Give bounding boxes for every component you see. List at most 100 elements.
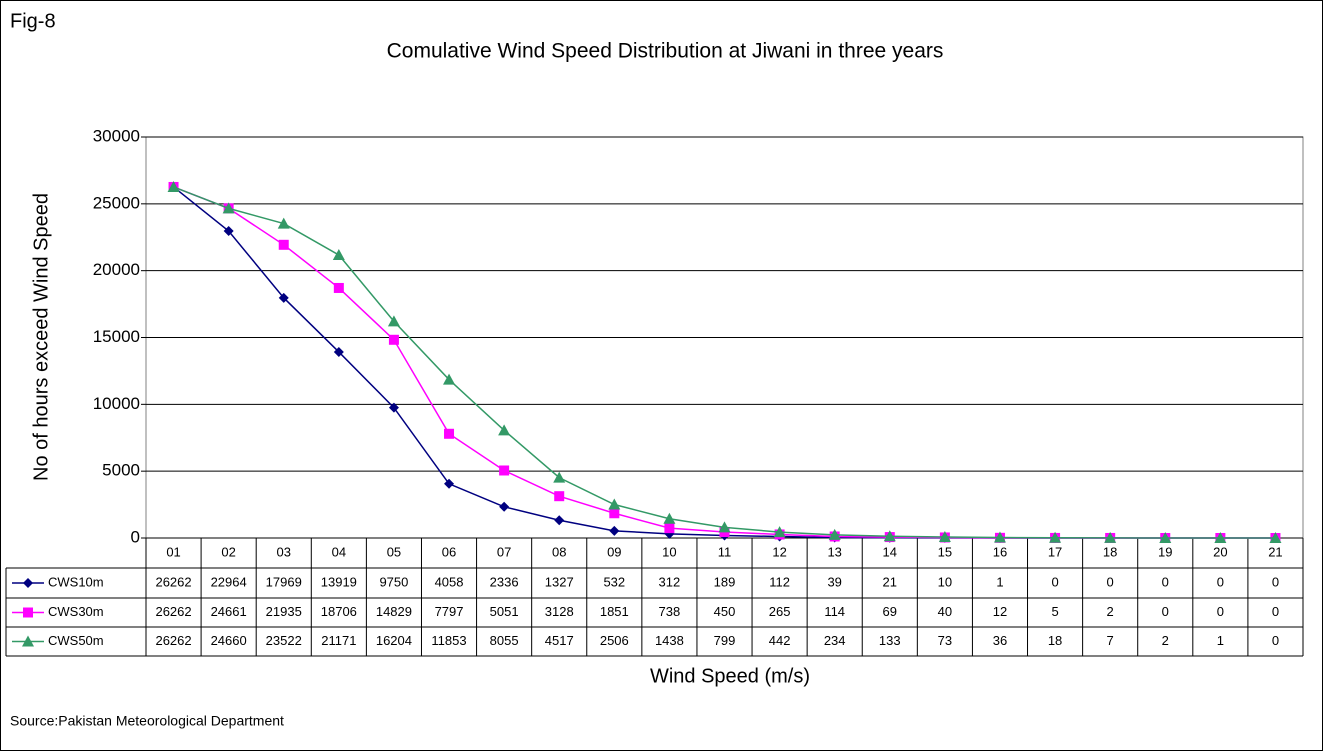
table-cell: 2 <box>1162 633 1169 648</box>
table-cell: 24661 <box>211 604 247 619</box>
table-cell: 14829 <box>376 604 412 619</box>
x-tick-label: 11 <box>718 544 732 559</box>
x-tick-label: 12 <box>772 544 786 559</box>
table-cell: 0 <box>1217 604 1224 619</box>
marker <box>388 402 399 413</box>
marker <box>388 334 399 345</box>
legend-label: CWS30m <box>48 604 104 619</box>
table-cell: 133 <box>879 633 901 648</box>
table-cell: 2506 <box>600 633 629 648</box>
x-tick-label: 17 <box>1048 544 1062 559</box>
marker <box>993 531 1006 543</box>
marker <box>608 498 621 510</box>
x-tick-label: 07 <box>497 544 511 559</box>
table-cell: 4058 <box>435 574 464 589</box>
table-cell: 312 <box>659 574 681 589</box>
x-tick-label: 10 <box>662 544 676 559</box>
table-cell: 4517 <box>545 633 574 648</box>
table-cell: 114 <box>824 604 845 619</box>
table-cell: 39 <box>827 574 841 589</box>
marker <box>718 521 731 533</box>
marker <box>938 531 951 543</box>
table-cell: 36 <box>993 633 1007 648</box>
table-cell: 112 <box>769 574 790 589</box>
table-cell: 3128 <box>545 604 574 619</box>
table-cell: 0 <box>1162 604 1169 619</box>
table-cell: 5051 <box>490 604 519 619</box>
table-cell: 2336 <box>490 574 519 589</box>
table-cell: 1851 <box>600 604 629 619</box>
marker <box>554 515 565 526</box>
table-cell: 17969 <box>266 574 302 589</box>
table-cell: 73 <box>938 633 952 648</box>
marker <box>332 249 345 261</box>
table-cell: 12 <box>993 604 1007 619</box>
y-tick-label: 0 <box>131 527 140 546</box>
marker <box>828 528 841 540</box>
table-cell: 10 <box>938 574 952 589</box>
marker <box>444 428 455 439</box>
table-cell: 0 <box>1272 604 1279 619</box>
y-tick-label: 25000 <box>93 193 140 212</box>
table-cell: 26262 <box>155 633 191 648</box>
table-cell: 265 <box>769 604 791 619</box>
table-cell: 234 <box>824 633 846 648</box>
y-tick-label: 10000 <box>93 394 140 413</box>
table-cell: 0 <box>1272 633 1279 648</box>
table-cell: 18 <box>1048 633 1062 648</box>
y-tick-label: 30000 <box>93 126 140 145</box>
table-cell: 1 <box>996 574 1003 589</box>
marker <box>22 635 34 647</box>
table-cell: 9750 <box>379 574 408 589</box>
table-cell: 21171 <box>321 633 356 648</box>
marker <box>499 465 510 476</box>
y-axis-title: No of hours exceed Wind Speed <box>30 193 52 481</box>
legend-label: CWS10m <box>48 574 104 589</box>
table-cell: 0 <box>1217 574 1224 589</box>
x-tick-label: 18 <box>1103 544 1117 559</box>
marker <box>443 373 456 385</box>
x-tick-label: 16 <box>993 544 1007 559</box>
table-cell: 13919 <box>321 574 357 589</box>
table-cell: 738 <box>659 604 681 619</box>
marker <box>609 508 620 519</box>
table-cell: 2 <box>1107 604 1114 619</box>
y-tick-label: 15000 <box>93 327 140 346</box>
table-cell: 0 <box>1272 574 1279 589</box>
table-cell: 0 <box>1107 574 1114 589</box>
table-cell: 450 <box>714 604 736 619</box>
x-tick-label: 01 <box>166 544 180 559</box>
x-tick-label: 21 <box>1268 544 1282 559</box>
x-tick-label: 19 <box>1158 544 1172 559</box>
marker <box>499 501 510 512</box>
marker <box>553 471 566 483</box>
marker <box>278 239 289 250</box>
marker <box>444 478 455 489</box>
marker <box>1214 531 1227 543</box>
marker <box>333 282 344 293</box>
marker <box>498 424 511 436</box>
x-tick-label: 03 <box>277 544 291 559</box>
table-cell: 1 <box>1217 633 1224 648</box>
table-cell: 16204 <box>376 633 412 648</box>
table-cell: 21935 <box>266 604 302 619</box>
source-note: Source:Pakistan Meteorological Departmen… <box>10 713 284 729</box>
x-axis-title: Wind Speed (m/s) <box>650 665 810 687</box>
marker <box>1104 531 1117 543</box>
x-tick-label: 04 <box>332 544 346 559</box>
figure-label: Fig-8 <box>10 10 56 32</box>
y-tick-label: 20000 <box>93 260 140 279</box>
marker <box>223 226 234 237</box>
marker <box>222 202 235 214</box>
table-cell: 18706 <box>321 604 357 619</box>
marker <box>663 512 676 524</box>
table-cell: 1438 <box>655 633 684 648</box>
table-cell: 442 <box>769 633 791 648</box>
table-cell: 22964 <box>211 574 247 589</box>
chart-title: Comulative Wind Speed Distribution at Ji… <box>387 40 944 63</box>
marker <box>277 217 290 229</box>
table-cell: 69 <box>883 604 897 619</box>
y-tick-label: 5000 <box>102 461 140 480</box>
table-cell: 799 <box>714 633 736 648</box>
